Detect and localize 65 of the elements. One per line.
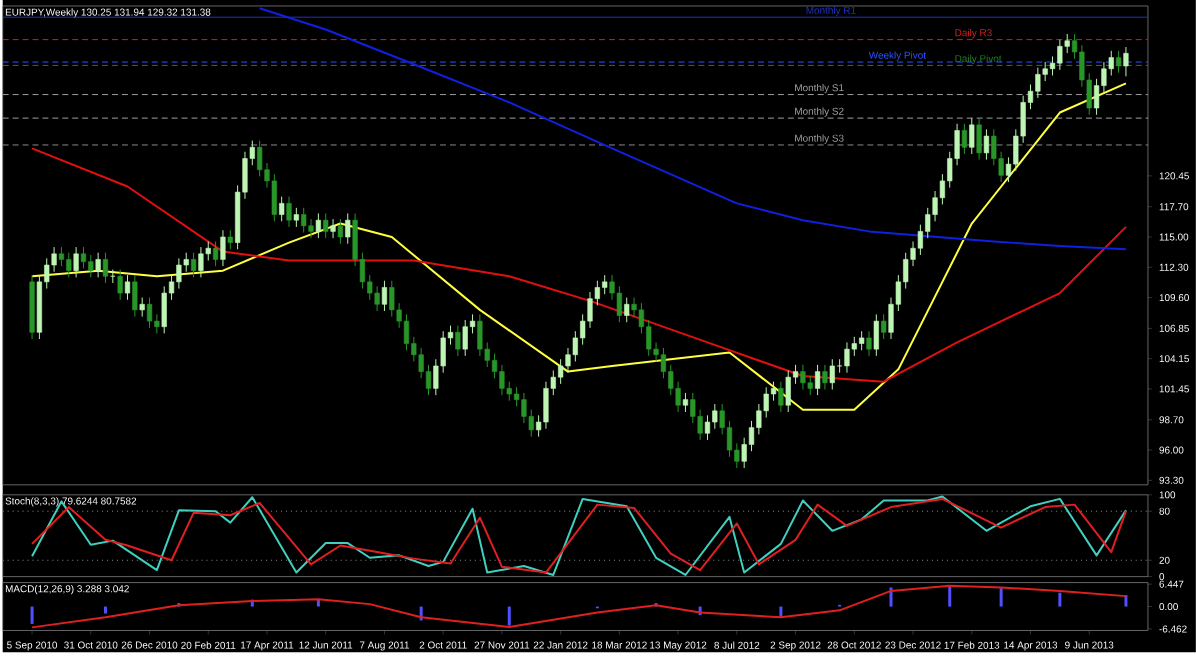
candlestick bbox=[66, 252, 72, 279]
candlestick bbox=[124, 275, 131, 301]
candlestick bbox=[176, 258, 182, 290]
candlestick bbox=[800, 364, 806, 391]
candlestick bbox=[785, 370, 791, 413]
candlestick bbox=[822, 364, 828, 391]
candlestick bbox=[95, 252, 101, 279]
candlestick bbox=[198, 247, 204, 279]
candlestick bbox=[704, 415, 711, 441]
line-series bbox=[258, 7, 1127, 251]
candlestick bbox=[983, 129, 990, 161]
candlestick bbox=[961, 123, 968, 155]
candlestick bbox=[132, 275, 138, 318]
candlestick bbox=[139, 297, 145, 318]
candlestick bbox=[73, 247, 79, 279]
candlestick bbox=[976, 118, 982, 161]
candlestick bbox=[814, 364, 821, 397]
candlestick bbox=[330, 218, 336, 240]
candlestick bbox=[778, 381, 784, 413]
candlestick bbox=[969, 118, 975, 155]
candlestick bbox=[161, 286, 167, 335]
candlestick bbox=[308, 218, 314, 240]
candlestick bbox=[499, 364, 505, 397]
candlestick bbox=[80, 247, 87, 270]
candlestick bbox=[337, 218, 344, 245]
candlestick bbox=[881, 314, 887, 340]
candlestick bbox=[1057, 39, 1063, 71]
candlestick bbox=[381, 280, 388, 312]
candlestick bbox=[712, 404, 718, 430]
line-series bbox=[31, 147, 1127, 384]
candlestick bbox=[117, 269, 123, 301]
candlestick bbox=[844, 342, 850, 374]
candlestick bbox=[301, 207, 307, 234]
candlestick bbox=[220, 230, 226, 268]
line-series bbox=[31, 82, 1127, 412]
candlestick bbox=[866, 331, 872, 357]
candlestick bbox=[521, 392, 527, 425]
candlestick bbox=[88, 254, 94, 279]
candlestick bbox=[227, 230, 233, 251]
candlestick bbox=[1123, 46, 1129, 78]
candlestick bbox=[58, 247, 65, 268]
candlestick bbox=[286, 196, 292, 228]
candlestick bbox=[624, 297, 630, 324]
candlestick bbox=[682, 392, 689, 413]
candlestick bbox=[1035, 67, 1041, 99]
candlestick bbox=[859, 331, 865, 352]
candlestick bbox=[455, 325, 461, 357]
candlestick bbox=[374, 286, 380, 312]
candlestick bbox=[403, 314, 410, 352]
candlestick bbox=[212, 241, 219, 268]
candlestick bbox=[315, 213, 321, 240]
candlestick bbox=[477, 314, 483, 357]
candlestick bbox=[1115, 50, 1122, 74]
candlestick bbox=[345, 213, 351, 245]
candlestick bbox=[873, 314, 879, 357]
candlestick bbox=[190, 252, 197, 279]
candlestick bbox=[602, 275, 608, 296]
candlestick bbox=[829, 359, 835, 391]
candlestick bbox=[323, 213, 329, 240]
candlestick bbox=[462, 319, 468, 357]
candlestick bbox=[102, 252, 109, 284]
candlestick bbox=[543, 381, 549, 430]
candlestick bbox=[146, 297, 153, 329]
candlestick bbox=[293, 207, 299, 228]
candlestick bbox=[279, 196, 285, 223]
